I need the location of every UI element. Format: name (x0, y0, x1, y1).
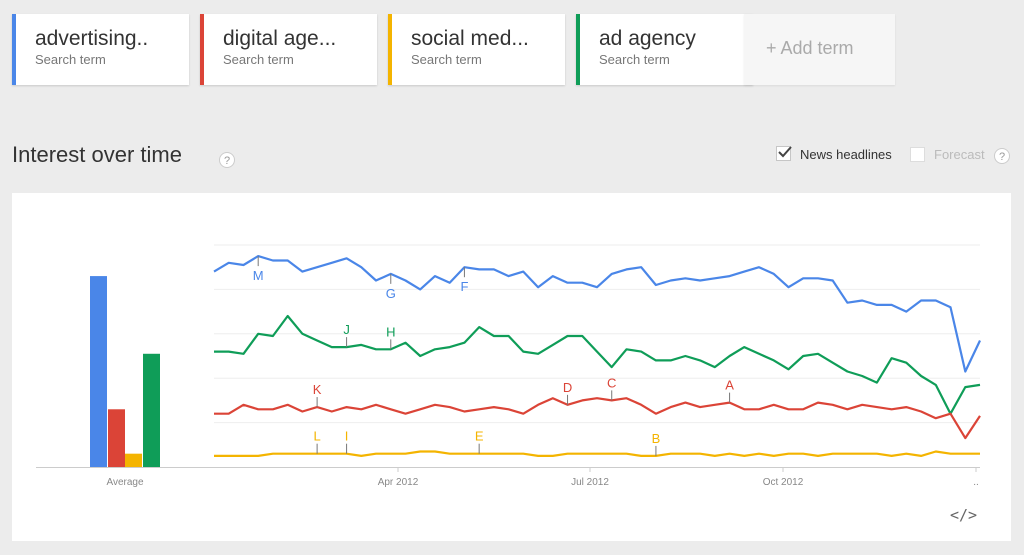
term-color-bar (388, 14, 392, 85)
news-marker-label: H (386, 324, 395, 339)
series-line (214, 314, 981, 415)
news-marker-label: A (725, 378, 734, 393)
news-marker-label: E (475, 429, 484, 444)
search-term-type: Search term (35, 52, 106, 67)
search-term-type: Search term (411, 52, 482, 67)
search-term-name: advertising.. (35, 27, 149, 50)
term-color-bar (12, 14, 16, 85)
forecast-label: Forecast (934, 147, 985, 162)
average-bar (143, 353, 160, 467)
news-marker-label: J (343, 322, 350, 337)
news-marker-label: F (460, 279, 468, 294)
news-marker-label: G (386, 286, 396, 301)
news-marker-label: M (253, 268, 264, 283)
search-term-name: social med... (411, 27, 529, 50)
series-line (214, 397, 981, 440)
search-term-card[interactable]: digital age... Search term (200, 14, 377, 85)
add-term-button[interactable]: + Add term (744, 14, 895, 85)
news-marker-label: I (345, 429, 349, 444)
chart-panel: Average Apr 2012 Jul 2012 Oct 2012.. M G F J H K D… (12, 193, 1011, 541)
news-headlines-label: News headlines (800, 147, 892, 162)
news-marker-label: B (652, 431, 661, 446)
x-tick-label: Oct 2012 (763, 477, 804, 488)
term-color-bar (576, 14, 580, 85)
search-term-card[interactable]: advertising.. Search term (12, 14, 189, 85)
news-headlines-checkbox[interactable] (776, 146, 792, 161)
x-tick-label: Apr 2012 (378, 477, 419, 488)
series-line (214, 450, 980, 457)
search-term-type: Search term (223, 52, 294, 67)
average-bar (90, 276, 107, 467)
search-term-name: ad agency (599, 27, 696, 50)
interest-chart: Average Apr 2012 Jul 2012 Oct 2012 .. M G F J H K D… (36, 244, 981, 488)
search-term-name: digital age... (223, 27, 337, 50)
average-bar (108, 409, 125, 467)
news-marker-label: C (607, 375, 616, 390)
news-marker-label: L (313, 429, 320, 444)
search-term-card[interactable]: social med... Search term (388, 14, 565, 85)
average-label: Average (106, 477, 144, 488)
help-icon[interactable]: ? (219, 152, 235, 168)
search-term-type: Search term (599, 52, 670, 67)
embed-code-icon[interactable]: </> (950, 506, 978, 524)
term-color-bar (200, 14, 204, 85)
x-tick-label: .. (973, 477, 979, 488)
section-title: Interest over time (12, 142, 182, 167)
forecast-help-icon[interactable]: ? (994, 148, 1010, 164)
checkmark-icon (778, 146, 792, 158)
x-tick-label: Jul 2012 (571, 477, 609, 488)
search-term-card[interactable]: ad agency Search term (576, 14, 753, 85)
average-bar (125, 453, 142, 467)
news-marker-label: D (563, 380, 572, 395)
series-line (213, 254, 981, 373)
forecast-checkbox[interactable] (910, 147, 925, 162)
news-marker-label: K (313, 382, 322, 397)
